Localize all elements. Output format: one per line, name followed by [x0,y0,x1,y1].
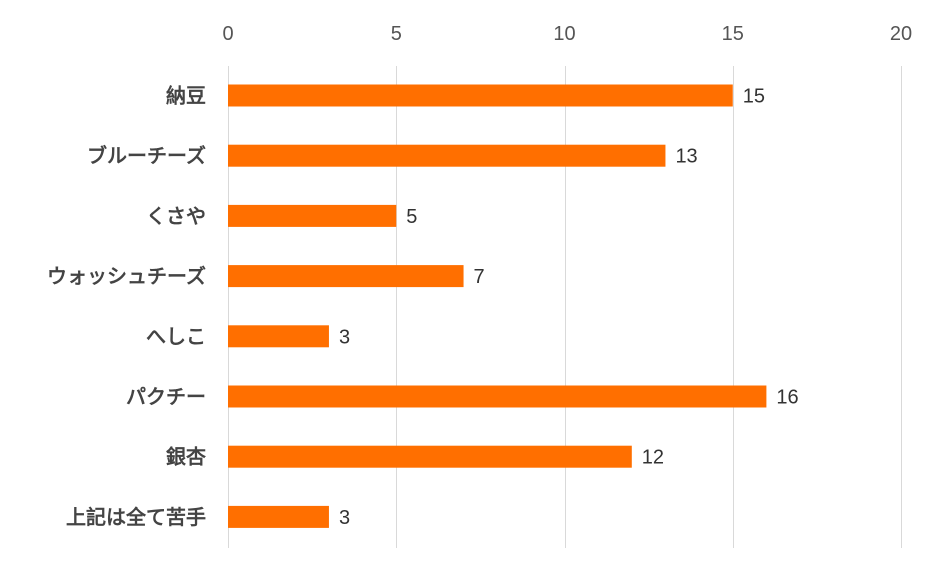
data-labels: 15 13 5 7 3 16 12 3 [339,86,799,529]
data-label: 13 [675,146,697,168]
data-label: 3 [339,326,350,348]
category-label: ウォッシュチーズ [47,264,206,288]
category-label: ブルーチーズ [87,144,206,168]
bar [228,84,733,107]
x-tick-label: 5 [391,23,402,45]
data-label: 3 [339,507,350,529]
category-label: くさや [146,204,206,228]
bar [228,265,464,288]
bar [228,505,329,528]
category-label: パクチー [126,385,206,409]
bar [228,144,666,167]
data-label: 16 [776,387,798,409]
bar [228,445,632,468]
bar [228,204,397,227]
x-tick-label: 15 [722,23,744,45]
data-label: 15 [743,86,765,108]
bar [228,385,767,408]
x-axis-ticks: 0 5 10 15 20 [222,23,912,45]
data-label: 5 [406,206,417,228]
category-label: 納豆 [166,84,206,108]
data-label: 7 [474,266,485,288]
bars [228,84,767,528]
x-tick-label: 0 [222,23,233,45]
data-label: 12 [642,447,664,469]
x-tick-label: 10 [553,23,575,45]
category-label: 銀杏 [166,445,206,469]
category-label: 上記は全て苦手 [66,505,206,529]
category-label: へしこ [146,324,206,348]
bar [228,325,329,348]
gridlines [228,66,902,548]
x-tick-label: 20 [890,23,912,45]
